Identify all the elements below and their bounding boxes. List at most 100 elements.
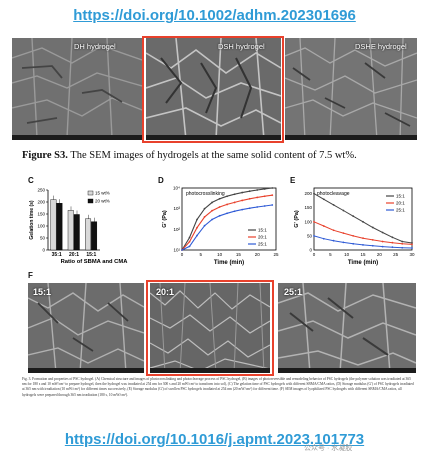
y-tick-label: 10³ — [173, 206, 180, 211]
y-tick-label: 50 — [307, 233, 313, 238]
data-point — [313, 235, 315, 237]
legend-label: 15:1 — [258, 228, 267, 233]
bottom-doi-link[interactable]: https://doi.org/10.1016/j.apmt.2023.1017… — [64, 431, 365, 448]
data-point — [271, 187, 274, 189]
y-tick-label: 0 — [42, 248, 45, 253]
data-point — [371, 244, 374, 247]
sem-image-25-1: 25:1 — [278, 283, 416, 373]
sem-scale-bar — [150, 368, 270, 373]
data-point — [401, 242, 404, 245]
y-tick-label: 10⁴ — [173, 186, 180, 191]
data-point — [233, 201, 236, 204]
sem-scale-bar — [28, 368, 144, 373]
data-point — [248, 207, 251, 210]
legend-label: 25:1 — [396, 208, 405, 213]
x-tick-label: 35:1 — [52, 252, 62, 258]
data-point — [362, 220, 364, 223]
y-axis-label: Gelation time (s) — [29, 200, 35, 240]
data-point — [263, 188, 266, 190]
chart-d-svg: 10¹ 10² 10³ 10⁴ 0 5 10 15 20 25 photocrosslinking 1… — [162, 186, 279, 267]
data-point — [263, 195, 266, 198]
y-tick-label: 100 — [37, 224, 45, 229]
plot-frame — [313, 187, 413, 251]
sem-image-20-1: 20:1 — [150, 283, 270, 373]
data-point — [211, 201, 213, 204]
data-point — [371, 238, 374, 241]
data-point — [203, 215, 206, 218]
sem-texture — [28, 283, 144, 373]
chart-title: photocrosslinking — [186, 191, 225, 197]
data-point — [256, 196, 259, 199]
data-point — [218, 206, 221, 208]
sem-texture — [146, 38, 281, 140]
data-point — [313, 192, 315, 195]
data-point — [256, 206, 259, 208]
panel-letter-e: E — [290, 176, 296, 185]
data-point — [332, 229, 335, 232]
series-line — [313, 221, 413, 245]
data-point — [271, 194, 274, 197]
y-tick-label: 150 — [37, 212, 45, 217]
chart-photocleavage: 0 50 100 150 200 0 5 10 15 20 25 30 photocleavage 15:… — [292, 180, 420, 272]
data-point — [411, 243, 413, 246]
data-point — [322, 225, 325, 227]
x-tick-label: 10 — [217, 252, 223, 257]
chart-e-svg: 0 50 100 150 200 0 5 10 15 20 25 30 photocleavage 15:… — [294, 187, 415, 266]
bar — [67, 210, 74, 251]
chart-gelation-time: 0 50 100 150 200 250 35:1 20:1 15:1 Ratio of SBMA… — [28, 180, 156, 272]
sem-texture — [278, 283, 416, 373]
legend-swatch — [87, 198, 94, 204]
data-point — [401, 240, 404, 243]
data-point — [322, 237, 325, 240]
sem-texture — [150, 283, 270, 373]
data-point — [211, 209, 213, 212]
bar — [91, 221, 98, 251]
x-axis-label: Time (min) — [348, 260, 378, 266]
legend-swatch — [87, 190, 94, 196]
data-point — [352, 215, 355, 218]
y-tick-label: 10² — [173, 227, 180, 232]
data-point — [401, 246, 404, 249]
data-point — [248, 190, 251, 193]
y-tick-label: 100 — [304, 219, 312, 224]
y-tick-label: 0 — [309, 248, 312, 253]
x-tick-label: 5 — [200, 252, 203, 257]
y-tick-label: 150 — [304, 205, 312, 210]
figure-3-caption: Fig. 3. Formation and properties of PSC … — [22, 377, 414, 397]
sem-image-15-1: 15:1 — [28, 283, 144, 373]
y-axis-label: G' (Pa) — [162, 210, 168, 228]
bar — [50, 199, 57, 251]
data-point — [342, 241, 345, 244]
sem-scale-bar — [146, 135, 281, 140]
data-point — [332, 204, 335, 206]
data-point — [271, 204, 274, 206]
data-point — [241, 199, 244, 202]
data-point — [181, 249, 183, 251]
data-point — [342, 232, 345, 234]
y-tick-label: 50 — [40, 236, 46, 241]
data-point — [322, 198, 325, 201]
x-axis-label: Ratio of SBMA and CMA — [61, 259, 129, 265]
data-point — [226, 212, 229, 215]
data-point — [203, 207, 206, 210]
x-tick-label: 25 — [393, 252, 399, 257]
x-tick-label: 10 — [344, 252, 350, 257]
data-point — [226, 203, 229, 206]
plot-frame — [181, 187, 277, 251]
data-point — [218, 214, 221, 217]
x-tick-label: 20 — [255, 252, 261, 257]
data-point — [248, 197, 251, 200]
bar — [73, 214, 80, 251]
sem-label: DSHE hydrogel — [355, 42, 407, 51]
data-point — [196, 226, 198, 229]
top-doi-link[interactable]: https://doi.org/10.1002/adhm.202301696 — [73, 7, 356, 24]
sem-label: DH hydrogel — [74, 42, 116, 51]
data-point — [188, 245, 191, 248]
legend-label: 15:1 — [396, 194, 405, 199]
legend-label: 20:1 — [258, 235, 267, 240]
watermark: 公众号 · 水凝胶 — [304, 445, 353, 452]
data-point — [362, 237, 364, 240]
data-point — [188, 236, 191, 239]
legend-label: 15 wt% — [95, 191, 110, 196]
